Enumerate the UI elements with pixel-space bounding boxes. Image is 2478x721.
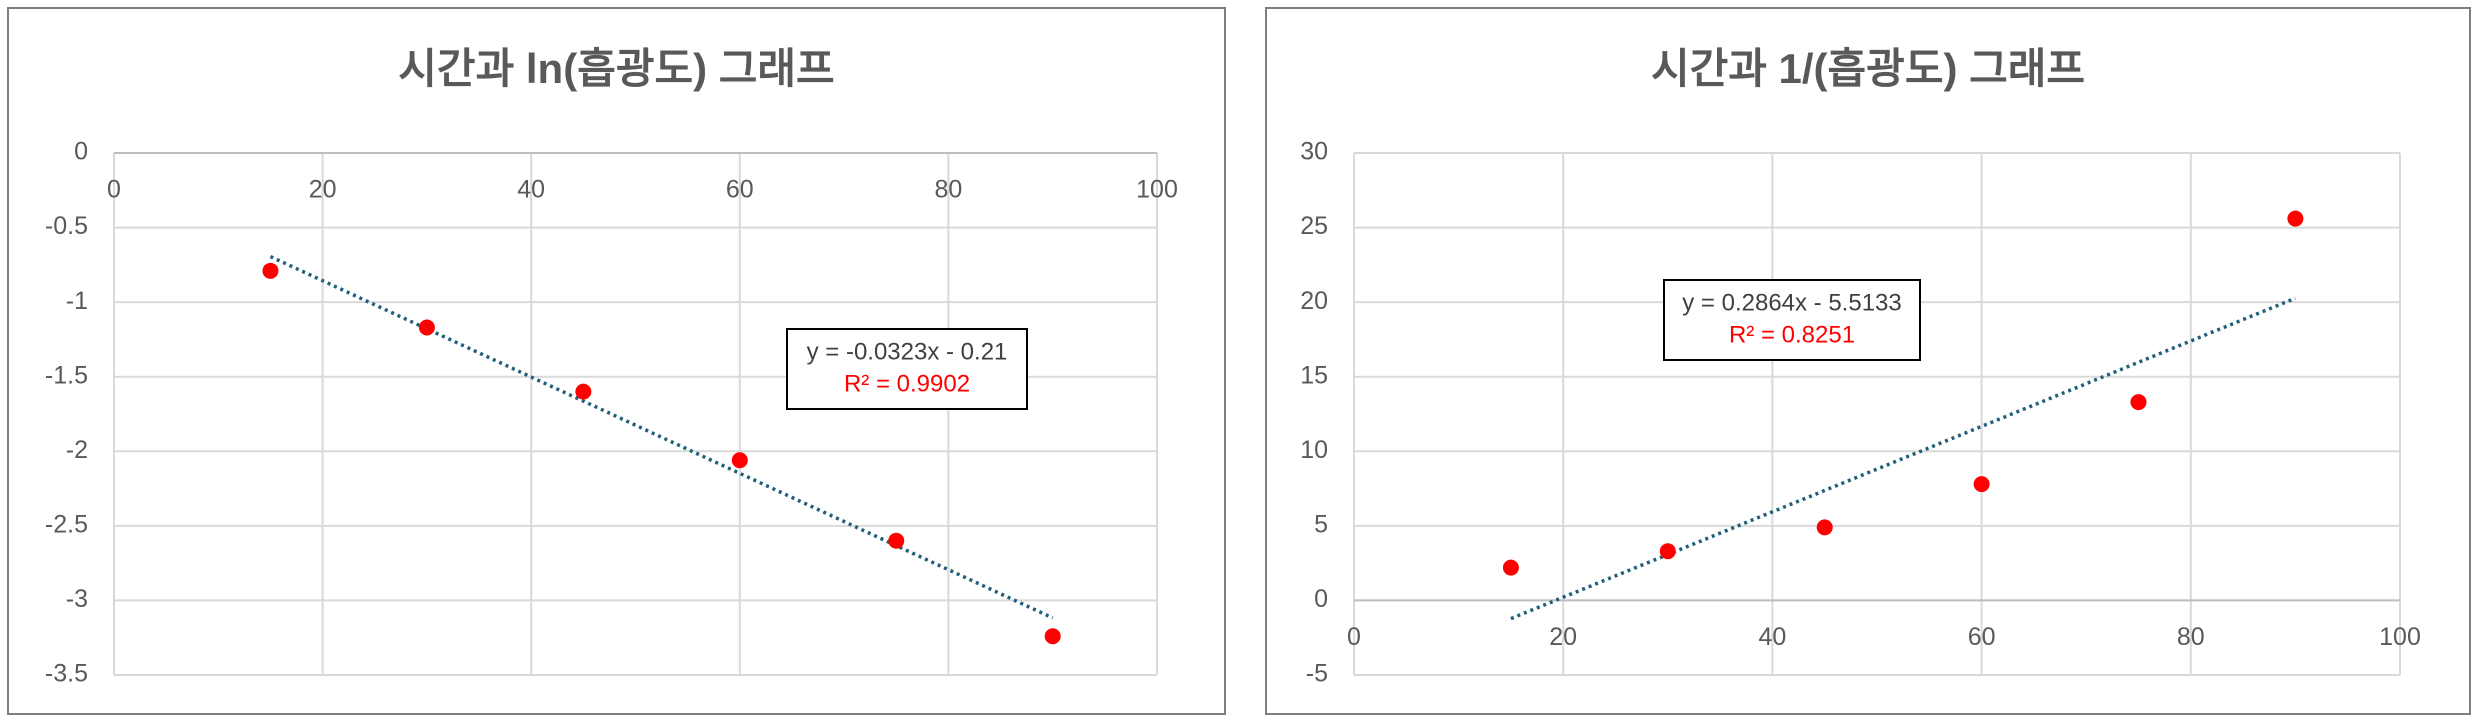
y-tick-label: -5 [1306, 660, 1328, 688]
x-tick-label: 60 [1968, 623, 1996, 651]
chart: 시간과 1/(흡광도) 그래프 30 25 20 15 10 5 0 -5 0 20 40 60 80 10… [1265, 7, 2471, 715]
y-tick-label: 0 [1314, 585, 1328, 613]
x-tick-label: 0 [107, 176, 121, 204]
x-tick-label: 100 [2379, 623, 2421, 651]
trendline-equation: y = -0.0323x - 0.21 [807, 338, 1008, 365]
data-point [1044, 628, 1061, 645]
x-tick-label: 100 [1136, 176, 1178, 204]
y-tick-label: -3 [66, 585, 88, 613]
y-tick-label: -0.5 [45, 212, 88, 240]
y-tick-label: 10 [1300, 436, 1328, 464]
data-point [1502, 559, 1519, 576]
y-tick-label: 30 [1300, 138, 1328, 166]
x-tick-label: 80 [934, 176, 962, 204]
x-tick-label: 20 [309, 176, 337, 204]
chart-frame [7, 7, 1226, 715]
data-point [2287, 210, 2304, 227]
data-point [418, 319, 435, 336]
data-point [1973, 476, 1990, 493]
x-tick-label: 40 [517, 176, 545, 204]
y-tick-label: -2 [66, 436, 88, 464]
data-point [2130, 394, 2147, 411]
data-point [575, 383, 592, 400]
data-point [888, 532, 905, 549]
y-tick-label: 0 [74, 138, 88, 166]
data-point [1816, 519, 1833, 536]
y-tick-label: 20 [1300, 287, 1328, 315]
chart-title: 시간과 ln(흡광도) 그래프 [398, 45, 834, 92]
data-point [1659, 543, 1676, 560]
x-tick-label: 80 [2177, 623, 2205, 651]
x-tick-label: 20 [1549, 623, 1577, 651]
y-tick-label: 15 [1300, 361, 1328, 389]
data-point [262, 262, 279, 279]
x-tick-label: 0 [1347, 623, 1361, 651]
r-squared: R² = 0.8251 [1729, 321, 1855, 348]
y-tick-label: -1 [66, 287, 88, 315]
equation-box [1663, 279, 1921, 361]
x-tick-label: 40 [1758, 623, 1786, 651]
equation-box [786, 328, 1028, 410]
chart-title: 시간과 1/(흡광도) 그래프 [1651, 45, 2085, 92]
trendline-equation: y = 0.2864x - 5.5133 [1682, 289, 1902, 316]
y-tick-label: -3.5 [45, 660, 88, 688]
data-point [731, 452, 748, 469]
y-tick-label: 5 [1314, 510, 1328, 538]
y-tick-label: -1.5 [45, 361, 88, 389]
trendline [1510, 296, 2297, 621]
r-squared: R² = 0.9902 [844, 370, 970, 397]
y-tick-label: -2.5 [45, 510, 88, 538]
x-tick-label: 60 [726, 176, 754, 204]
y-tick-label: 25 [1300, 212, 1328, 240]
chart: 시간과 ln(흡광도) 그래프 0 -0.5 -1 -1.5 -2 -2.5 -3 -3.5 0 2… [7, 7, 1226, 715]
